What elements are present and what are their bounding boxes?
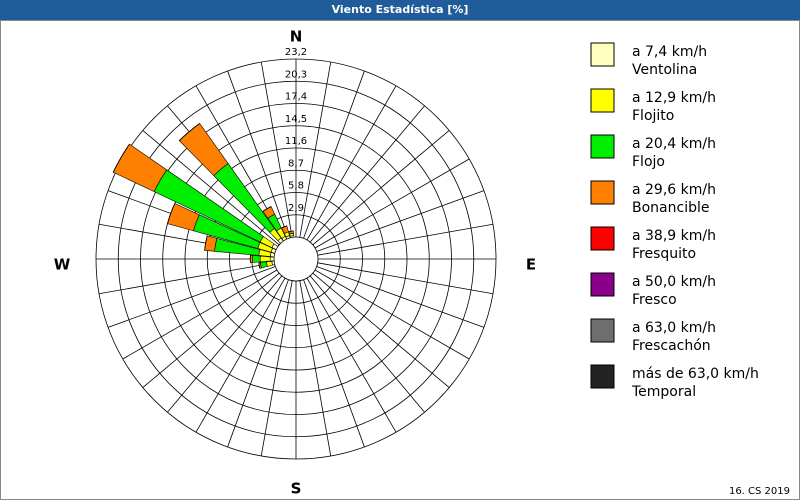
legend-swatch [590,42,615,67]
legend-label: Frescachón [632,338,711,354]
legend-label: a 20,4 km/h [632,136,716,152]
legend-label: a 29,6 km/h [632,182,716,198]
rose-segment [277,243,281,247]
legend-label: Fresquito [632,246,696,262]
rose-segment [252,255,261,263]
grid-ring [184,147,408,371]
chart-title: Viento Estadística [%] [332,3,469,16]
legend-label: Fresco [632,292,677,308]
legend-label: a 12,9 km/h [632,90,716,106]
r-tick-label: 20,3 [285,69,307,80]
footer: 16. CS 2019 [729,486,790,497]
legend-swatch [590,272,615,297]
legend-swatch [590,318,615,343]
grid-ring [206,169,386,349]
compass-label: N [290,28,303,46]
grid-ring [229,192,363,326]
title-bar [0,0,800,20]
r-tick-label: 23,2 [285,47,307,58]
rose-segment [167,203,176,224]
legend-label: Ventolina [632,62,697,78]
legend-swatch [590,364,615,389]
legend-label: a 50,0 km/h [632,274,716,290]
legend-label: a 38,9 km/h [632,228,716,244]
rose-segment [269,256,275,262]
r-tick-label: 17,4 [285,92,307,103]
rose-segment [179,123,200,141]
compass-label: S [291,480,302,498]
legend-label: Temporal [631,384,696,400]
grid-ring [140,103,452,415]
legend-label: Bonancible [632,200,709,216]
r-tick-label: 8,7 [288,158,304,169]
legend-label: a 7,4 km/h [632,44,707,60]
rose-segment [288,230,294,233]
legend-swatch [590,226,615,251]
r-tick-label: 11,6 [285,136,307,147]
legend-label: Flojito [632,108,674,124]
legend-swatch [590,88,615,113]
grid-ring [117,80,475,438]
legend-swatch [590,134,615,159]
compass-label: W [54,256,71,274]
grid-ring [95,58,497,460]
legend-label: Flojo [632,154,665,170]
legend-label: más de 63,0 km/h [632,366,759,382]
legend-label: a 63,0 km/h [632,320,716,336]
rose-segment [259,255,271,263]
compass-label: E [526,256,536,274]
grid-ring [162,125,430,393]
r-tick-label: 2,9 [288,203,304,214]
r-tick-label: 14,5 [285,114,307,125]
legend-swatch [590,180,615,205]
r-tick-label: 5,8 [288,181,304,192]
